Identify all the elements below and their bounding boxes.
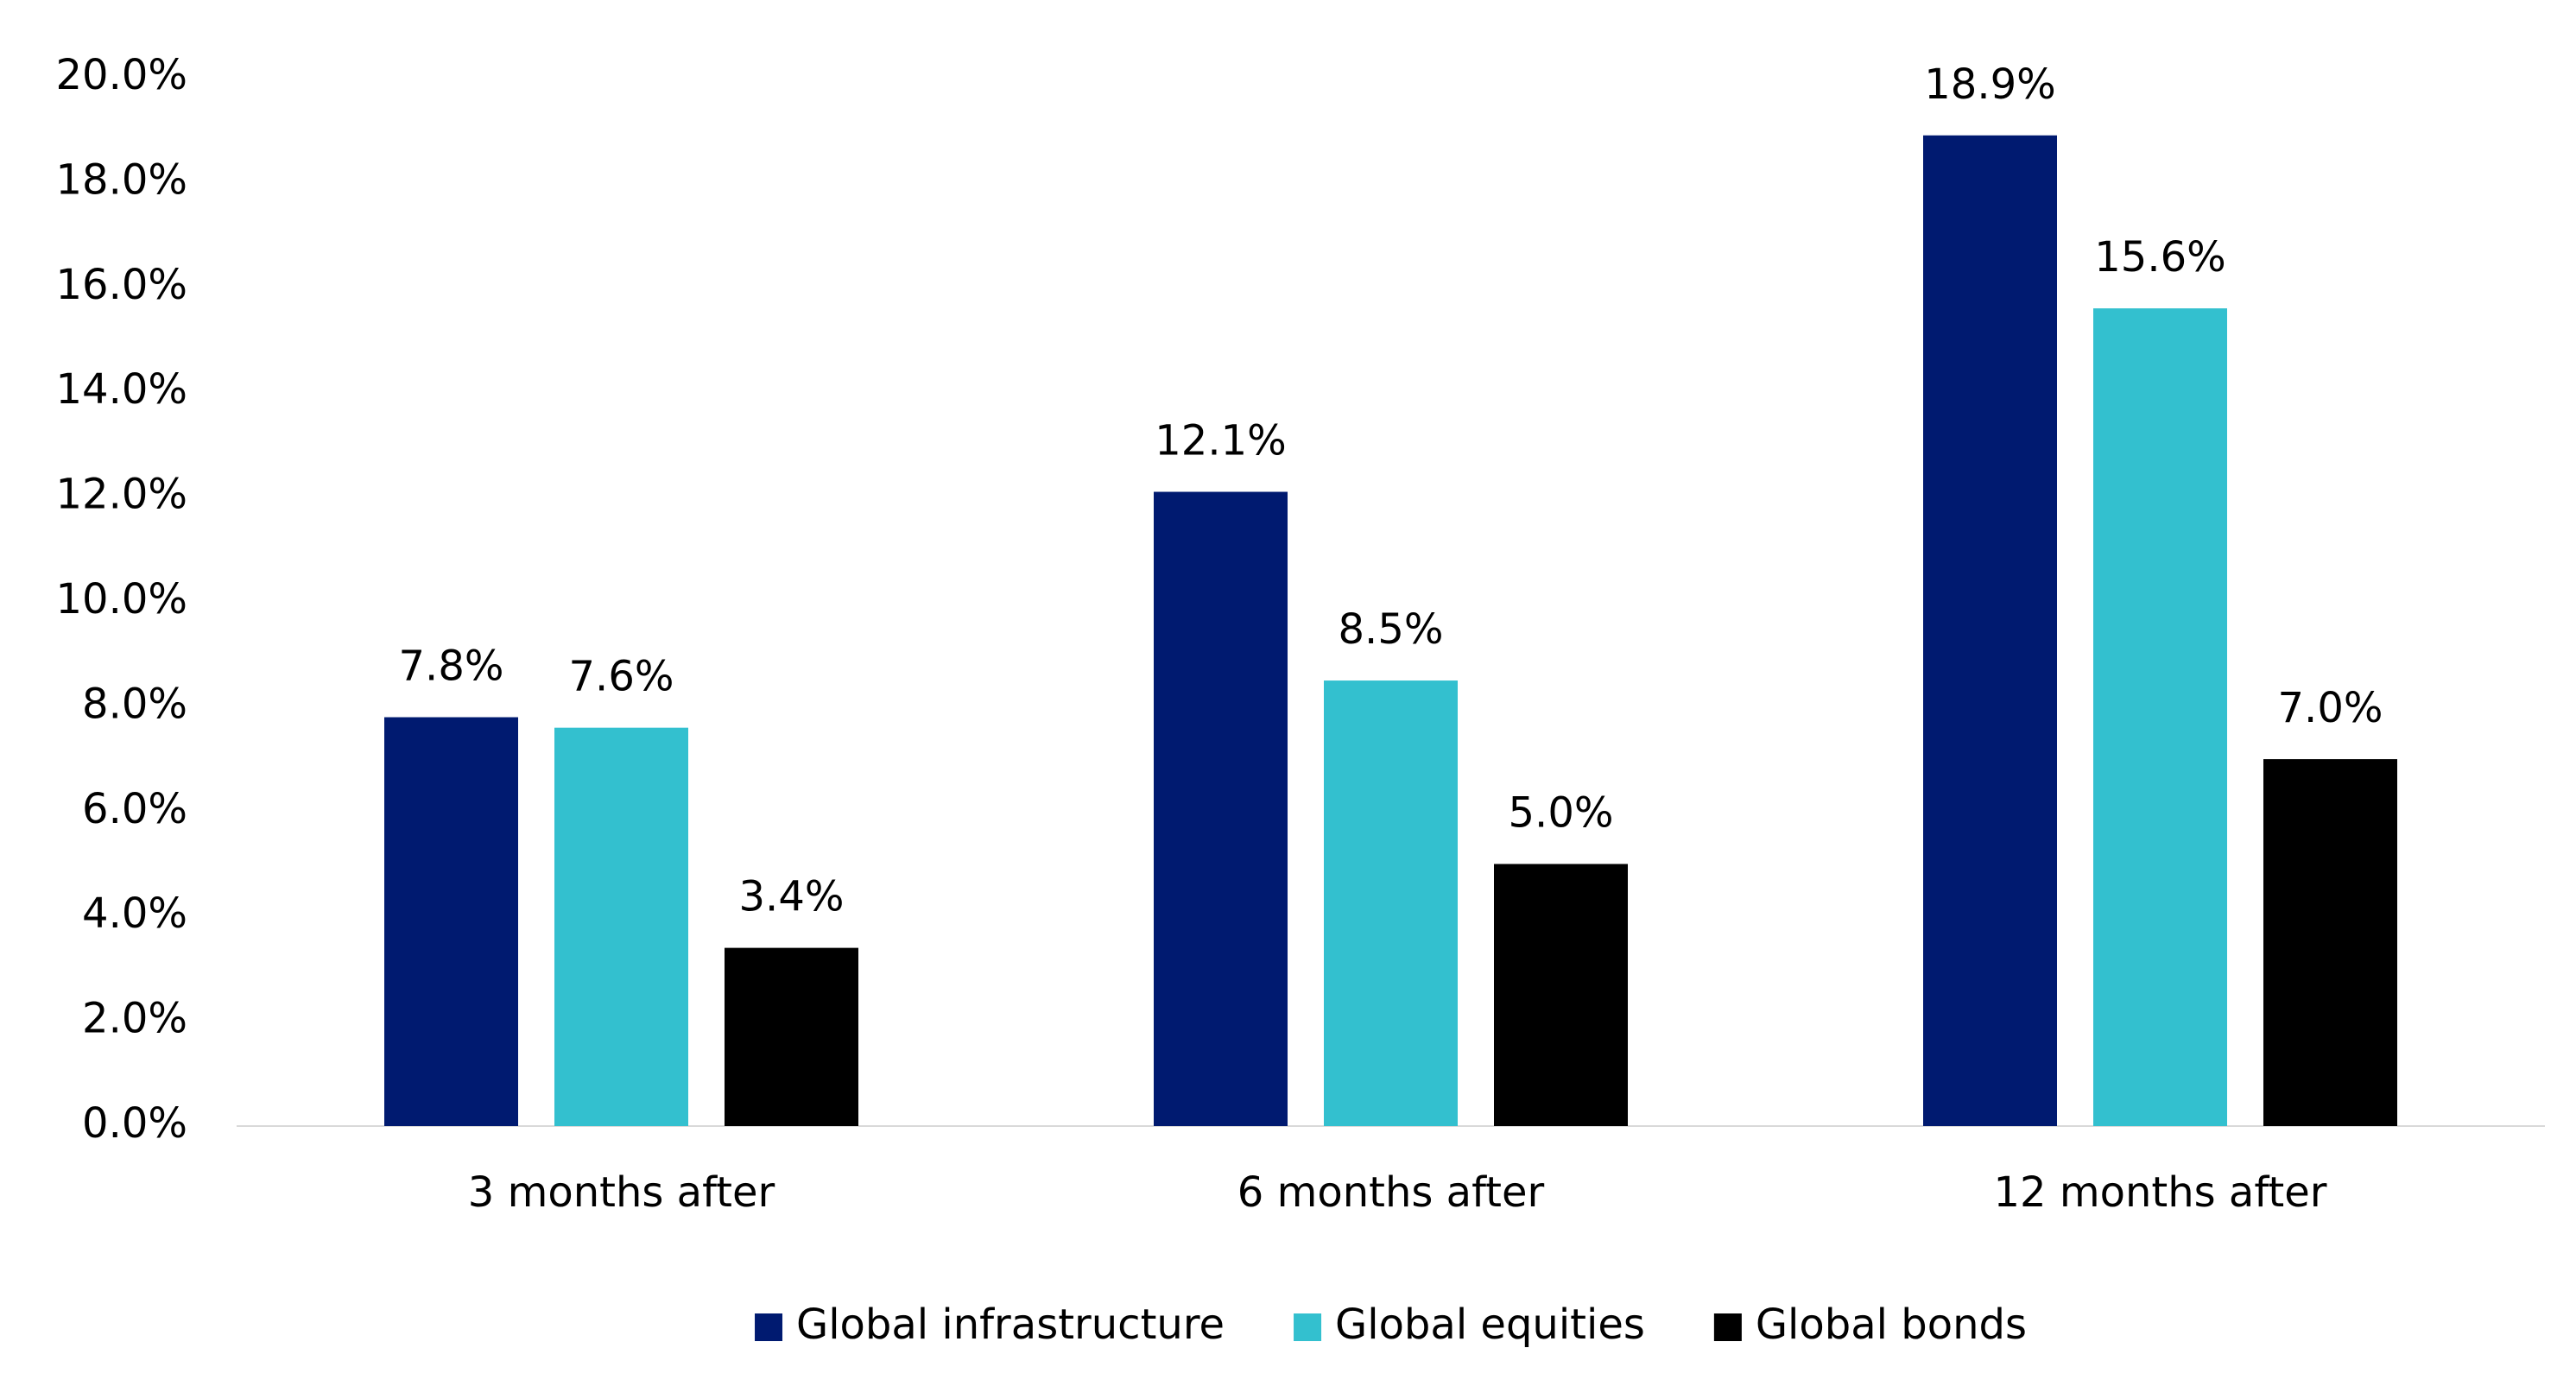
x-tick-label: 12 months after xyxy=(1994,1168,2327,1217)
value-label: 18.9% xyxy=(1924,60,2055,109)
legend-swatch xyxy=(1294,1313,1322,1341)
y-tick-label: 6.0% xyxy=(82,785,187,833)
y-tick-label: 4.0% xyxy=(82,889,187,938)
x-tick-label: 3 months after xyxy=(468,1168,775,1217)
bar xyxy=(725,947,858,1126)
value-label: 12.1% xyxy=(1155,417,1286,465)
value-label: 5.0% xyxy=(1509,789,1614,838)
y-tick-label: 16.0% xyxy=(56,261,187,309)
bar xyxy=(2263,759,2397,1126)
y-tick-label: 8.0% xyxy=(82,680,187,728)
y-tick-label: 2.0% xyxy=(82,995,187,1043)
y-tick-label: 20.0% xyxy=(56,51,187,99)
value-label: 7.8% xyxy=(399,642,504,691)
legend-label: Global equities xyxy=(1335,1301,1645,1349)
value-label: 7.0% xyxy=(2278,684,2383,732)
bar xyxy=(384,717,518,1126)
x-tick-label: 6 months after xyxy=(1237,1168,1545,1217)
legend-swatch xyxy=(755,1313,783,1341)
y-tick-label: 0.0% xyxy=(82,1099,187,1148)
y-tick-label: 12.0% xyxy=(56,471,187,519)
bar xyxy=(2093,308,2227,1127)
value-label: 15.6% xyxy=(2094,233,2225,282)
bar xyxy=(1923,135,2057,1126)
y-tick-label: 18.0% xyxy=(56,155,187,204)
legend-label: Global bonds xyxy=(1756,1301,2027,1349)
value-label: 8.5% xyxy=(1339,605,1444,654)
value-label: 3.4% xyxy=(739,873,845,921)
bar xyxy=(554,727,688,1126)
y-tick-label: 10.0% xyxy=(56,575,187,623)
bar xyxy=(1324,680,1458,1126)
bar xyxy=(1494,864,1628,1126)
legend-swatch xyxy=(1713,1313,1742,1341)
legend-label: Global infrastructure xyxy=(796,1301,1225,1349)
y-tick-label: 14.0% xyxy=(56,365,187,414)
value-label: 7.6% xyxy=(569,653,674,701)
bar xyxy=(1154,491,1288,1126)
